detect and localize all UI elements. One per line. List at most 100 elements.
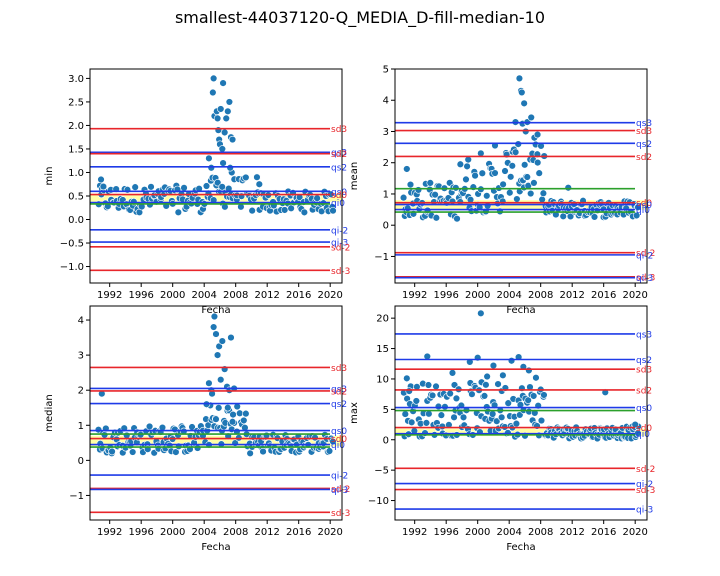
median-band bbox=[395, 428, 647, 437]
data-point bbox=[217, 375, 225, 384]
y-tick-label: 2 bbox=[383, 158, 389, 169]
data-point bbox=[631, 420, 639, 429]
data-point bbox=[406, 180, 415, 189]
data-point bbox=[535, 169, 543, 177]
ref-line-label: sd-3 bbox=[636, 486, 655, 496]
data-point bbox=[504, 399, 512, 407]
data-point bbox=[527, 113, 535, 122]
data-point bbox=[632, 211, 641, 220]
ref-line-label: sd3 bbox=[636, 127, 652, 137]
x-tick-label: 1992 bbox=[402, 527, 427, 538]
data-point bbox=[217, 105, 225, 113]
data-point bbox=[229, 410, 237, 419]
ref-line-label: sd0 bbox=[331, 435, 347, 445]
data-point bbox=[209, 74, 218, 83]
x-tick-label: 2004 bbox=[496, 290, 521, 301]
data-point bbox=[242, 409, 250, 418]
data-point bbox=[533, 158, 542, 167]
data-point bbox=[462, 175, 470, 184]
data-point bbox=[424, 381, 433, 389]
ref-line-label: qs0 bbox=[331, 427, 347, 437]
data-point bbox=[108, 447, 116, 456]
plot-frame bbox=[89, 68, 343, 284]
x-tick-label: 2008 bbox=[528, 290, 553, 301]
y-tick-label: 5 bbox=[383, 405, 389, 416]
y-tick-label: 20 bbox=[376, 314, 389, 325]
data-point bbox=[537, 142, 545, 150]
data-point bbox=[501, 167, 509, 175]
data-point bbox=[432, 382, 440, 391]
ref-line-label: sd2 bbox=[331, 150, 347, 160]
data-point bbox=[401, 410, 409, 418]
data-point bbox=[483, 372, 491, 381]
x-tick-label: 2012 bbox=[559, 527, 584, 538]
x-tick-label: 2000 bbox=[465, 290, 490, 301]
data-point bbox=[463, 162, 471, 171]
y-tick-label: 2 bbox=[78, 386, 84, 397]
x-tick-label: 2000 bbox=[465, 527, 490, 538]
data-point bbox=[428, 391, 437, 400]
data-point bbox=[518, 88, 526, 97]
data-point bbox=[491, 169, 499, 177]
data-point bbox=[483, 202, 492, 210]
data-point bbox=[228, 135, 237, 144]
ref-line-label: qs2 bbox=[636, 140, 652, 150]
y-axis-label: median bbox=[44, 394, 55, 432]
figure-title: smallest-44037120-Q_MEDIA_D-fill-median-… bbox=[174, 8, 546, 27]
x-tick-label: 2000 bbox=[160, 527, 185, 538]
y-tick-label: −5 bbox=[374, 466, 389, 477]
x-tick-label: 1996 bbox=[128, 527, 153, 538]
data-point bbox=[224, 107, 232, 116]
data-point bbox=[590, 213, 599, 221]
data-point bbox=[422, 419, 431, 427]
median-band bbox=[90, 435, 342, 447]
ref-line-label: qi0 bbox=[636, 430, 650, 440]
data-point bbox=[202, 182, 211, 190]
data-point bbox=[205, 379, 213, 387]
x-tick-label: 2012 bbox=[254, 527, 279, 538]
data-point bbox=[511, 148, 520, 156]
ref-line-label: qi0 bbox=[331, 441, 345, 451]
data-point bbox=[450, 413, 458, 422]
data-point bbox=[213, 114, 222, 123]
data-point bbox=[456, 160, 465, 168]
y-tick-label: 1.5 bbox=[68, 144, 84, 155]
data-point bbox=[248, 206, 256, 215]
data-point bbox=[253, 173, 261, 181]
data-point bbox=[515, 74, 524, 83]
ref-line-label: qi-3 bbox=[636, 506, 653, 516]
x-tick-label: 1992 bbox=[402, 290, 427, 301]
data-point bbox=[489, 361, 498, 370]
ref-line-label: qs3 bbox=[636, 119, 652, 129]
x-tick-label: 1996 bbox=[433, 290, 458, 301]
x-tick-label: 2008 bbox=[528, 527, 553, 538]
data-point bbox=[209, 88, 217, 97]
x-tick-label: 2004 bbox=[496, 527, 521, 538]
data-point bbox=[193, 444, 202, 452]
x-axis-label: Fecha bbox=[201, 305, 230, 316]
data-point bbox=[174, 208, 183, 216]
y-tick-label: 0 bbox=[78, 456, 84, 467]
data-point bbox=[446, 389, 454, 398]
ref-line-label: sd0 bbox=[636, 199, 652, 209]
data-point bbox=[434, 402, 443, 411]
ref-line-label: sd-3 bbox=[331, 509, 350, 519]
data-point bbox=[506, 189, 514, 197]
data-point bbox=[482, 381, 490, 389]
x-tick-label: 2016 bbox=[591, 527, 616, 538]
data-point bbox=[564, 184, 572, 192]
data-point bbox=[219, 79, 227, 87]
y-axis-label: mean bbox=[349, 162, 360, 190]
data-point bbox=[494, 380, 502, 388]
data-point bbox=[516, 411, 524, 419]
data-point bbox=[240, 416, 248, 425]
data-point bbox=[432, 214, 441, 222]
data-point bbox=[524, 396, 532, 404]
x-tick-label: 2008 bbox=[223, 290, 248, 301]
data-point bbox=[128, 448, 137, 456]
ref-line-label: qi0 bbox=[636, 206, 650, 216]
data-point bbox=[329, 206, 337, 215]
data-point bbox=[218, 337, 227, 345]
ref-line-label: sd3 bbox=[331, 364, 347, 374]
